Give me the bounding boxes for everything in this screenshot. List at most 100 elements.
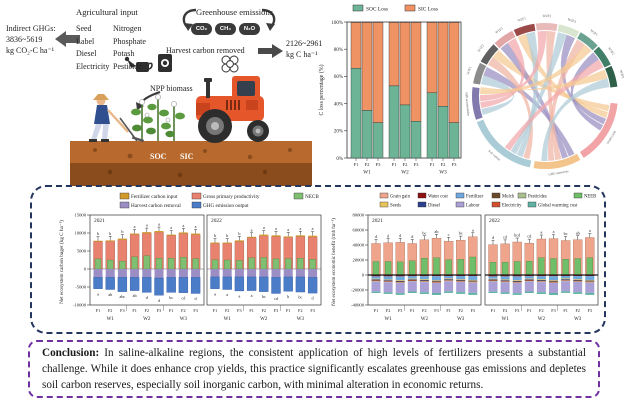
cost-bar: [395, 293, 405, 295]
cost-bar: [573, 279, 583, 280]
cost-bar: [536, 281, 546, 282]
label: F2: [181, 308, 185, 313]
cost-bar: [500, 275, 510, 277]
fertilizer-bar: [247, 236, 257, 238]
agri-input-title: Agricultural input: [76, 7, 138, 17]
conclusion-box: Conclusion: In saline-alkaline regions, …: [28, 340, 600, 398]
cost-bar: [549, 280, 558, 281]
ghg-bar: [105, 277, 115, 290]
greenhouse-title: Greenhouse emissions: [196, 7, 274, 17]
label: 5000: [77, 249, 87, 254]
chord-ribbon: [492, 50, 610, 112]
legend-label: Labour: [466, 203, 480, 208]
sig-letter: a: [97, 291, 99, 296]
group-label: W2: [538, 317, 546, 322]
agri-input-col1: Seed Label Diesel Electricity: [76, 24, 110, 71]
cost-bar: [488, 280, 498, 282]
legend-swatch: [293, 192, 304, 200]
label: 15000: [75, 213, 87, 218]
neeb-bar: [433, 257, 440, 276]
harvest-value: 2126~2961 kg C ha⁻¹: [286, 39, 323, 59]
label: F2: [262, 308, 266, 313]
chord-ribbon: [570, 52, 604, 131]
chord-top-arc: [513, 23, 536, 37]
necb-bar: [94, 258, 102, 270]
ghg-bar: [129, 277, 140, 291]
cost-bar: [407, 280, 417, 281]
cost-bar: [432, 275, 441, 277]
cost-bar: [383, 280, 393, 281]
neeb-bar: [421, 257, 428, 276]
sig-letter: a: [158, 222, 160, 227]
legend-label: Fertilizer carbon input: [131, 194, 178, 200]
sig-letter: a: [287, 227, 289, 232]
label: F2: [441, 162, 447, 167]
group-label: W3: [439, 170, 447, 176]
ghg-bar: [93, 277, 103, 289]
legend-swatch: [455, 192, 465, 199]
sig-letter: d: [492, 235, 495, 240]
sig-letter: d: [195, 296, 198, 301]
ghg-bar: [166, 277, 176, 293]
chord-label: W3F3: [619, 69, 625, 79]
y-axis-label: Net ecosystem economic benefit (rmb ha⁻¹…: [331, 218, 337, 306]
label: F2: [145, 308, 149, 313]
necb-bar: [168, 258, 175, 270]
chord-ribbon: [516, 31, 539, 158]
cost-bar: [500, 282, 510, 293]
cost-bar: [395, 281, 405, 283]
ghg-bar: [178, 277, 189, 293]
cost-bar: [536, 280, 546, 281]
neeb-bar: [501, 262, 509, 276]
cost-bar: [419, 275, 429, 277]
legend-label: Pesticides: [528, 194, 547, 199]
sic-loss-bar: [350, 22, 362, 69]
y-axis-label: C loss percentage (%): [318, 64, 325, 115]
cost-bar: [419, 280, 429, 281]
cost-bar: [488, 291, 498, 293]
label: 40000: [353, 243, 365, 248]
group-label: W2: [421, 317, 429, 322]
cost-bar: [536, 276, 546, 280]
cost-bar: [512, 280, 522, 282]
necb-bar: [285, 258, 292, 270]
label: F2: [386, 308, 390, 313]
ghg-bar: [283, 276, 293, 292]
cost-bar: [419, 281, 429, 282]
sig-letter: ab: [108, 292, 112, 297]
group-label: W3: [297, 317, 305, 322]
ghg-bar: [307, 277, 318, 294]
illustration-panel: Indirect GHGs: 3836~5619 kg CO₂-C ha⁻¹ A…: [0, 0, 322, 186]
cost-bar: [407, 281, 417, 292]
legend-swatch: [527, 201, 537, 208]
necb-budget-chart: Fertilizer carbon input Gross primary pro…: [58, 192, 322, 322]
soc-loss-bar: [426, 92, 438, 159]
cost-bar: [383, 281, 393, 282]
cost-bar: [549, 281, 558, 282]
ghg-bar: [246, 276, 257, 291]
ghg-bar: [222, 276, 232, 290]
cost-bar: [432, 293, 441, 295]
chord-label: W2F1: [517, 16, 527, 22]
sig-letter: bc: [564, 231, 568, 236]
cost-bar: [383, 275, 393, 277]
cost-bar: [468, 281, 478, 283]
chord-bottom-arc: [476, 119, 532, 168]
label: F2: [422, 308, 426, 313]
cost-bar: [432, 280, 441, 281]
sig-letter: d: [146, 295, 149, 300]
chord-ribbon: [504, 59, 604, 151]
legend-swatch: [379, 192, 389, 199]
fertilizer-bar: [234, 240, 244, 242]
label: 20000: [353, 258, 365, 263]
label: F1: [249, 308, 253, 313]
sic-loss-bar: [399, 22, 411, 106]
chord-ribbon: [480, 69, 608, 91]
necb-bar: [211, 259, 219, 270]
necb-bar: [192, 258, 199, 270]
cost-bar: [585, 279, 595, 281]
chord-top-arc: [577, 32, 598, 51]
cost-bar: [549, 276, 558, 281]
sig-letter: b: [121, 229, 123, 234]
cost-bar: [395, 282, 405, 283]
